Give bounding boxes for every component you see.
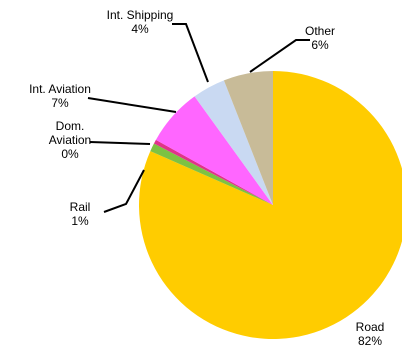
slice-rail <box>150 143 273 205</box>
label-rail: Rail 1% <box>70 200 91 228</box>
label-value-rail: 1% <box>71 214 89 228</box>
label-road: Road 82% <box>356 320 385 348</box>
label-name-road: Road <box>356 320 385 334</box>
slice-labels: Road 82% Rail 1% Dom. Aviation 0% Int. Aviation… <box>29 8 384 348</box>
label-name-int-aviation: Int. Aviation <box>29 82 91 96</box>
leader-line-dom-aviation <box>89 141 151 145</box>
label-name-rail: Rail <box>70 200 91 214</box>
slice-dom-aviation <box>153 139 273 205</box>
label-int-shipping: Int. Shipping 4% <box>107 8 174 36</box>
label-value-road: 82% <box>358 334 382 348</box>
slice-int-shipping <box>194 80 273 205</box>
leader-line-int-shipping <box>172 23 209 83</box>
slice-int-aviation <box>155 96 273 205</box>
label-value-int-shipping: 4% <box>131 22 149 36</box>
slice-other <box>223 71 273 205</box>
label-int-aviation: Int. Aviation 7% <box>29 82 91 110</box>
pie-slices <box>139 71 402 339</box>
label-value-dom-aviation: 0% <box>61 147 79 161</box>
label-value-int-aviation: 7% <box>51 96 69 110</box>
label-name-int-shipping: Int. Shipping <box>107 8 174 22</box>
label-name-dom-aviation: Aviation <box>49 133 91 147</box>
leader-line-int-aviation <box>87 97 177 113</box>
label-other: Other 6% <box>305 24 335 52</box>
leader-line-other <box>249 39 310 73</box>
leader-lines <box>87 23 310 213</box>
label-value-other: 6% <box>311 38 329 52</box>
label-name-other: Other <box>305 24 335 38</box>
leader-line-rail <box>103 169 145 213</box>
label-name-dom-aviation: Dom. <box>56 119 85 133</box>
slice-road <box>139 71 402 339</box>
label-dom-aviation: Dom. Aviation 0% <box>49 119 91 161</box>
